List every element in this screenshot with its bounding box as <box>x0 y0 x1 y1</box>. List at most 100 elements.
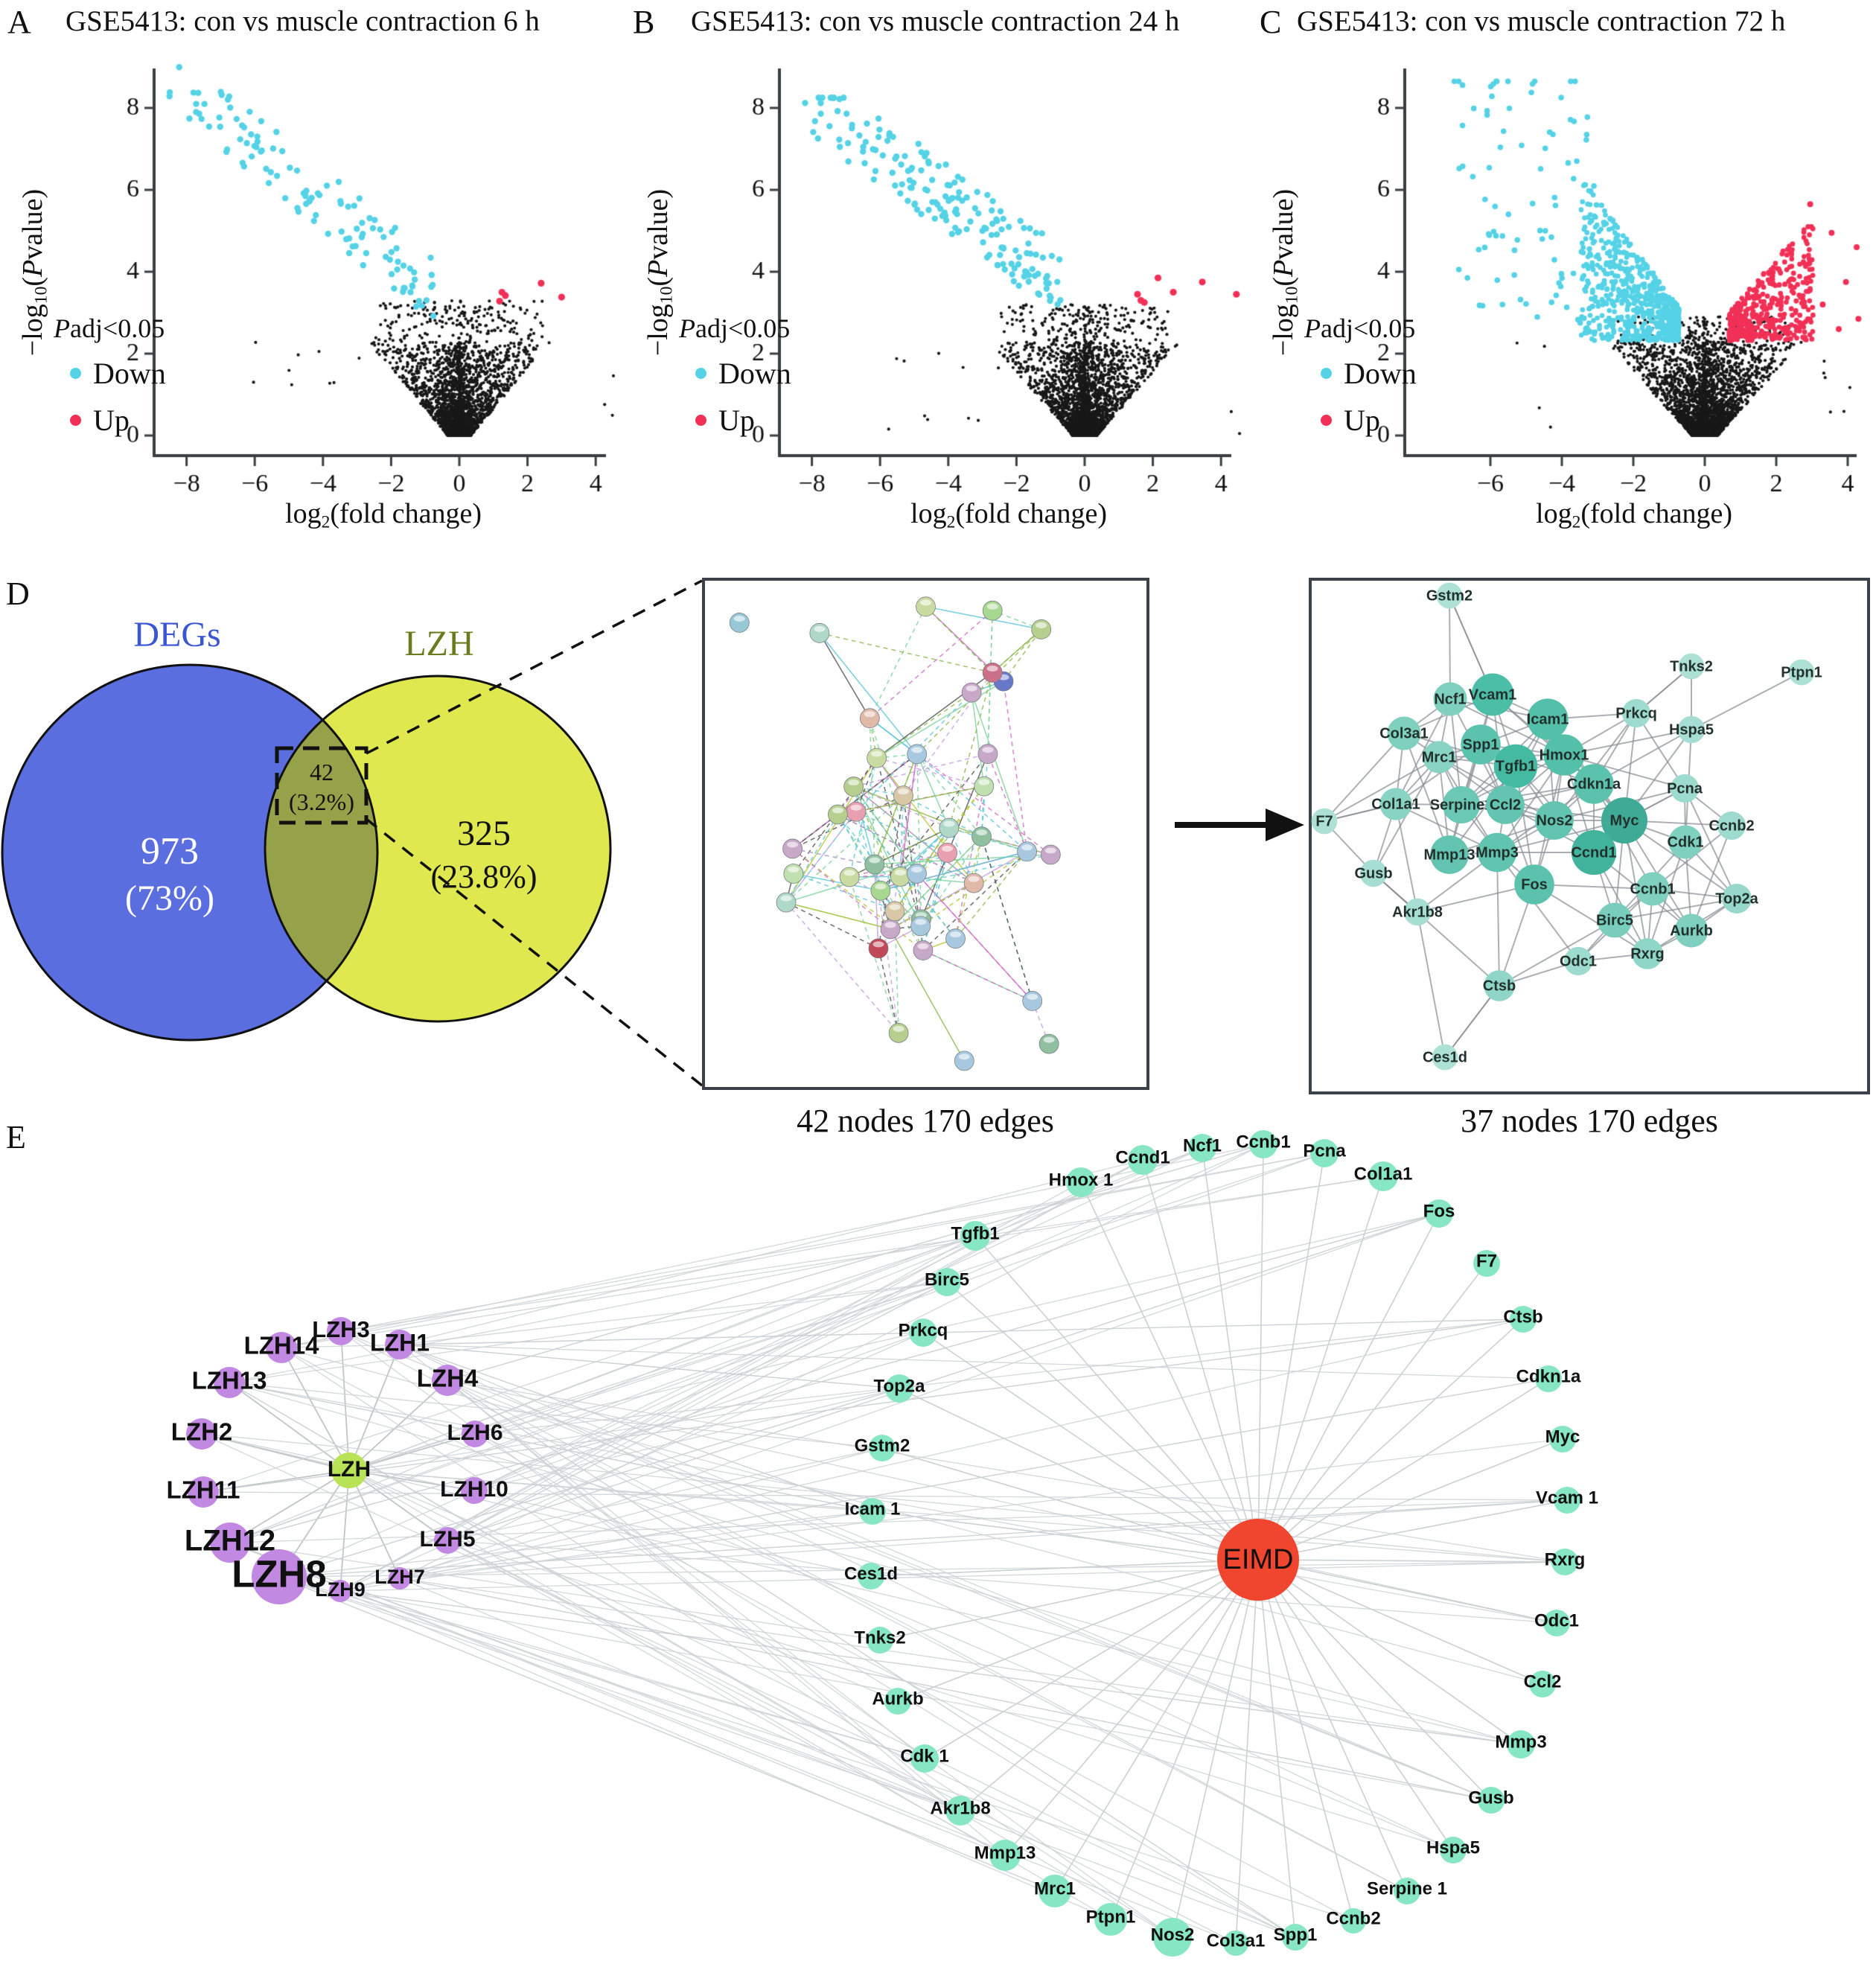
compound-node-label: LZH11 <box>166 1476 240 1504</box>
legend-item-up: Up <box>1304 403 1417 438</box>
gene-node-f7 <box>1311 808 1338 835</box>
ppi-edge <box>987 753 1028 852</box>
target-node-label: Mmp3 <box>1495 1732 1546 1752</box>
edge <box>473 1159 1143 1491</box>
edge <box>1257 1559 1296 1938</box>
ppi-edge <box>785 811 857 903</box>
gene-node-label: Ccl2 <box>1490 797 1521 813</box>
volcano-scatter-canvas-6h <box>0 0 625 563</box>
edge <box>447 1380 1296 1938</box>
edge <box>202 1235 976 1493</box>
ppi-node-highlight <box>1036 622 1047 628</box>
ppi-node-highlight <box>911 747 923 753</box>
edge <box>399 1344 1492 1801</box>
target-node-ncf1 <box>1188 1134 1216 1162</box>
ppi-edge <box>785 852 948 903</box>
gene-node-label: Cdkn1a <box>1567 776 1621 792</box>
ppi-edge <box>948 827 1051 855</box>
down-dot-icon <box>1321 368 1332 379</box>
edge <box>879 1559 1259 1641</box>
legend-item-up: Up <box>679 403 791 438</box>
gene-node-col1a1 <box>1379 788 1412 820</box>
edge <box>201 1433 1566 1563</box>
gene-node-aurkb <box>1674 914 1708 948</box>
x-axis-label: log2(fold change) <box>1536 498 1732 532</box>
edge <box>474 1433 1454 1851</box>
edge <box>201 1433 1296 1938</box>
ppi-node-highlight <box>958 1053 970 1060</box>
target-node-label: Birc5 <box>925 1269 969 1289</box>
ppi-node-highlight <box>893 1025 904 1032</box>
edge <box>348 1470 448 1541</box>
edge <box>1257 1559 1454 1851</box>
ppi-edge <box>916 785 985 874</box>
compound-node-label: LZH1 <box>370 1329 430 1356</box>
ppi-edge <box>873 864 879 948</box>
ppi-node-highlight <box>982 747 994 753</box>
ppi-edge <box>880 854 1051 892</box>
gene-edge <box>1449 698 1565 756</box>
x-axis-label: log2(fold change) <box>285 498 482 532</box>
gene-node-gstm2 <box>1436 582 1463 609</box>
target-node-nos2 <box>1153 1918 1192 1957</box>
gene-node-label: Ccnb2 <box>1708 817 1754 834</box>
ppi-edge <box>792 753 918 849</box>
gene-node-cdk1 <box>1668 825 1703 859</box>
gene-node-label: Spp1 <box>1463 736 1499 753</box>
ppi-edge <box>916 753 922 919</box>
edge <box>348 1152 1325 1471</box>
hub-network-37-nodes: Gstm2 Tnks2 Ptpn1 Ncf1 Vcam1 Icam1 Prkcq Hspa5 C… <box>1311 582 1822 1071</box>
ppi-edge <box>876 757 984 787</box>
gene-node-prkcq <box>1621 698 1651 728</box>
gene-node-label: Mmp3 <box>1475 844 1519 861</box>
target-node-gusb <box>1478 1787 1505 1814</box>
venn-pct-degs: (73%) <box>125 879 214 918</box>
compound-node-label: LZH9 <box>315 1578 366 1601</box>
gene-node-label: Col3a1 <box>1379 725 1429 742</box>
gene-node-label: Prkcq <box>1615 705 1657 721</box>
edge <box>399 1213 1440 1579</box>
gene-edge <box>1499 919 1615 986</box>
ppi-node-highlight <box>1043 1036 1055 1043</box>
edge <box>281 1152 1325 1348</box>
gene-edge <box>1324 756 1440 822</box>
target-node-label: Ccl2 <box>1524 1671 1562 1692</box>
gene-node-label: Mmp13 <box>1424 847 1475 863</box>
venn-intersection-callout-box <box>275 746 368 825</box>
ppi-node-highlight <box>942 845 954 852</box>
ppi-node-highlight <box>910 866 922 873</box>
edge <box>974 1235 1259 1560</box>
edge <box>348 1388 900 1471</box>
ppi-node-highlight <box>915 919 927 925</box>
callout-line-top <box>366 579 703 755</box>
gene-node-top2a <box>1722 884 1752 914</box>
target-node-prkcq <box>909 1319 937 1347</box>
ppi-edge <box>819 632 871 719</box>
edge <box>229 1542 1237 1944</box>
compound-node-label: LZH8 <box>232 1552 327 1595</box>
gene-node-label: Tnks2 <box>1670 658 1713 675</box>
ppi-node-highlight <box>884 922 896 928</box>
gene-edge <box>1324 733 1405 822</box>
ppi-edge <box>916 753 983 838</box>
ppi-edge <box>916 753 950 829</box>
compound-node-label: LZH5 <box>420 1527 476 1552</box>
edge <box>281 1347 350 1471</box>
gene-node-pcna <box>1670 774 1700 803</box>
edge <box>1257 1559 1492 1801</box>
edge <box>278 1511 873 1578</box>
edge <box>339 1590 1492 1801</box>
gene-edge <box>1449 595 1451 700</box>
compound-node-label: LZH12 <box>185 1525 275 1558</box>
edge <box>447 1213 1440 1541</box>
compound-target-edges <box>201 1144 1568 1944</box>
edge <box>340 1330 1408 1892</box>
ppi-node-highlight <box>875 883 887 890</box>
target-node-aurkb <box>884 1688 911 1715</box>
gene-node-label: Nos2 <box>1537 812 1573 829</box>
target-node-label: Ccnb2 <box>1326 1908 1380 1928</box>
legend-threshold: Padj<0.05 <box>1304 313 1416 343</box>
ppi-node-highlight <box>978 779 990 785</box>
string-network-42-nodes <box>729 596 1061 1071</box>
